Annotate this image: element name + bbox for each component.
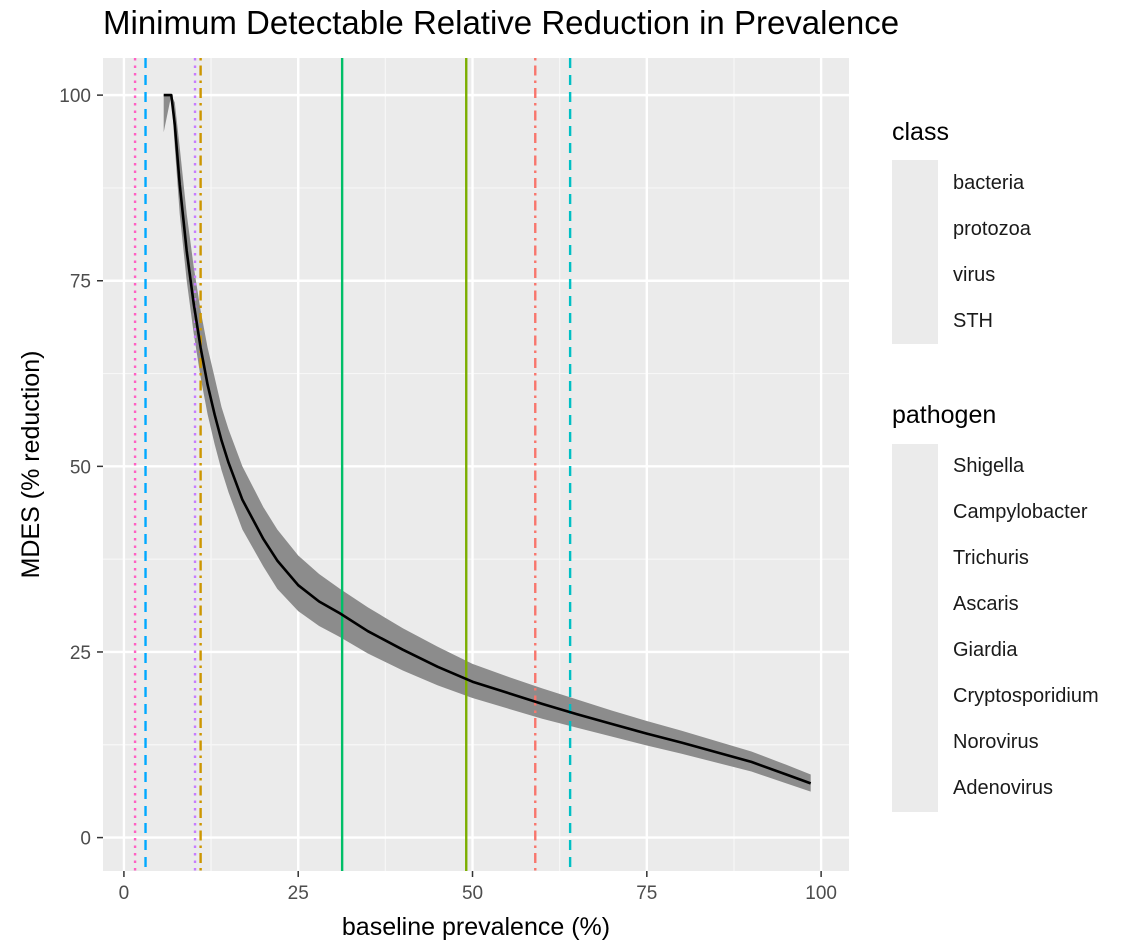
x-tick-label: 50 — [462, 883, 483, 904]
x-tick-label: 0 — [119, 883, 130, 904]
y-tick-label: 0 — [80, 829, 91, 850]
x-axis-title: baseline prevalence (%) — [342, 913, 610, 940]
legend-class-label-sth: STH — [953, 310, 993, 332]
legend-pathogen-keys — [892, 444, 938, 812]
legend-pathogen-label-cryptosporidium: Cryptosporidium — [953, 685, 1099, 707]
legend-pathogen-label-campylobacter: Campylobacter — [953, 501, 1088, 523]
legend-pathogen-label-norovirus: Norovirus — [953, 731, 1039, 753]
confidence-band — [163, 95, 811, 792]
y-axis-title: MDES (% reduction) — [17, 351, 45, 579]
y-tick-label: 75 — [70, 272, 91, 293]
legend-pathogen-label-shigella: Shigella — [953, 455, 1025, 477]
legend-pathogen-title: pathogen — [892, 401, 997, 429]
x-tick-label: 75 — [636, 883, 657, 904]
x-tick-label: 25 — [288, 883, 309, 904]
y-tick-label: 100 — [59, 86, 91, 107]
chart-title: Minimum Detectable Relative Reduction in… — [103, 4, 900, 41]
legend-class-keys — [892, 160, 938, 344]
legend-pathogen-label-ascaris: Ascaris — [953, 593, 1019, 615]
y-tick-label: 25 — [70, 643, 91, 664]
mdes-curve — [163, 93, 812, 785]
legend-class-label-bacteria: bacteria — [953, 172, 1025, 194]
legend-class-label-protozoa: protozoa — [953, 218, 1031, 240]
legend-class-title: class — [892, 118, 949, 146]
legend-pathogen-label-giardia: Giardia — [953, 639, 1018, 661]
x-tick-label: 100 — [805, 883, 837, 904]
legend-class-label-virus: virus — [953, 264, 996, 286]
legend-pathogen-label-adenovirus: Adenovirus — [953, 777, 1054, 799]
legend-pathogen-label-trichuris: Trichuris — [953, 547, 1029, 569]
y-tick-label: 50 — [70, 457, 91, 478]
